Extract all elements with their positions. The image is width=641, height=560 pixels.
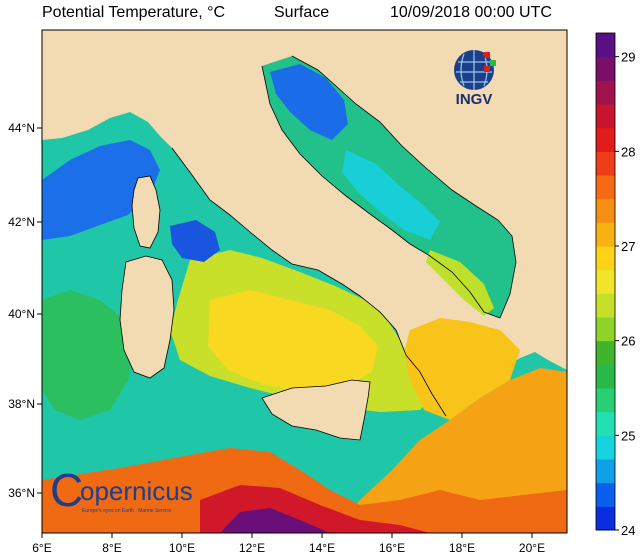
colorbar-segment	[596, 388, 615, 413]
colorbar-segment	[596, 198, 615, 223]
colorbar-segment	[596, 364, 615, 389]
colorbar-segment	[596, 482, 615, 507]
coastline-adriatic-west	[261, 65, 501, 319]
colorbar-labels: 24 25 26 27 28 29	[615, 50, 635, 538]
colorbar-segment	[596, 435, 615, 460]
sea-adriatic-north-blue	[270, 64, 348, 140]
title-datetime: 10/09/2018 00:00 UTC	[390, 4, 552, 21]
ingv-logo-square	[484, 66, 490, 72]
colorbar: 24 25 26 27 28 29	[595, 32, 635, 538]
lon-tick-label: 10°E	[169, 541, 195, 555]
lon-tick-label: 16°E	[379, 541, 405, 555]
title-variable: Potential Temperature, °C	[42, 4, 226, 21]
land-corsica	[131, 175, 161, 249]
copernicus-logo-c: C	[50, 464, 83, 516]
sea-west-green	[42, 290, 135, 420]
lon-tick-label: 12°E	[239, 541, 265, 555]
colorbar-label: 24	[621, 523, 635, 538]
sea-tyrrhenian-yellow	[208, 290, 378, 392]
sea-south-hottest	[220, 508, 330, 533]
coastline-adriatic-east	[291, 55, 517, 319]
ingv-logo-label: INGV	[456, 91, 493, 108]
colorbar-segment	[596, 175, 615, 200]
coastline-italy	[171, 147, 447, 417]
sea-adriatic-yellow	[426, 250, 494, 316]
map-title: Potential Temperature, °C Surface 10/09/…	[0, 0, 641, 26]
land-sardinia	[119, 255, 175, 379]
title-level: Surface	[274, 4, 330, 21]
colorbar-label: 28	[621, 144, 635, 159]
colorbar-segment	[596, 506, 615, 531]
lon-axis: 6°E 8°E 10°E 12°E 14°E 16°E 18°E 20°E	[32, 533, 545, 555]
colorbar-label: 29	[621, 50, 635, 65]
map-plot-area	[42, 30, 567, 533]
colorbar-label: 27	[621, 239, 635, 254]
colorbar-segments	[596, 33, 615, 531]
colorbar-segment	[596, 222, 615, 247]
sea-west-cool	[42, 140, 160, 240]
colorbar-label: 26	[621, 334, 635, 349]
lat-tick-label: 40°N	[8, 307, 35, 321]
sea-adriatic-cyan	[342, 150, 440, 240]
colorbar-segment	[596, 269, 615, 294]
lat-tick-label: 44°N	[8, 121, 35, 135]
colorbar-segment	[596, 459, 615, 484]
sea-ionian-yellow	[404, 318, 520, 420]
colorbar-segment	[596, 151, 615, 176]
colorbar-frame	[595, 32, 616, 531]
sea-sicily-channel	[42, 448, 567, 533]
lon-tick-label: 8°E	[102, 541, 121, 555]
ingv-logo: INGV	[454, 50, 496, 108]
land-sicily	[261, 379, 371, 441]
colorbar-segment	[596, 317, 615, 342]
ingv-globe-grid	[456, 50, 492, 90]
copernicus-tagline: Europe's eyes on Earth · Marine Service	[82, 508, 172, 514]
colorbar-segment	[596, 411, 615, 436]
lon-tick-label: 6°E	[32, 541, 51, 555]
copernicus-logo-word: opernicus	[80, 476, 193, 506]
lon-tick-label: 20°E	[519, 541, 545, 555]
colorbar-segment	[596, 33, 615, 58]
colorbar-segment	[596, 80, 615, 105]
colorbar-segment	[596, 104, 615, 129]
lat-axis: 36°N 38°N 40°N 42°N 44°N	[8, 121, 42, 500]
colorbar-label: 25	[621, 428, 635, 443]
lon-tick-label: 18°E	[449, 541, 475, 555]
lat-tick-label: 36°N	[8, 486, 35, 500]
lon-tick-label: 14°E	[309, 541, 335, 555]
ingv-logo-square	[490, 60, 496, 66]
colorbar-segment	[596, 246, 615, 271]
colorbar-segment	[596, 127, 615, 152]
lat-tick-label: 38°N	[8, 397, 35, 411]
lat-tick-label: 42°N	[8, 215, 35, 229]
map-frame	[41, 29, 568, 534]
sea-tyrrhenian-north-blue	[170, 220, 220, 262]
ingv-logo-square	[484, 52, 490, 58]
colorbar-segment	[596, 293, 615, 318]
colorbar-segment	[596, 56, 615, 81]
colorbar-segment	[596, 340, 615, 365]
copernicus-logo: C opernicus Europe's eyes on Earth · Mar…	[50, 464, 193, 516]
sea-ionian-orange	[330, 368, 567, 533]
